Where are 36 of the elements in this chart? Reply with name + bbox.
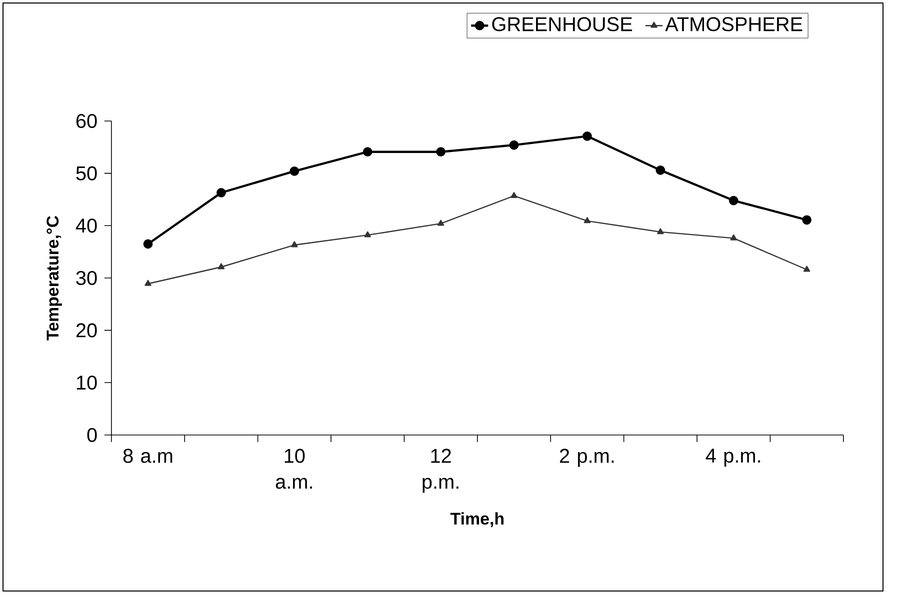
- point: [291, 241, 298, 248]
- x-tick-label: 10 a.m.: [276, 448, 312, 489]
- point: [290, 166, 300, 176]
- y-tick-label: 0: [87, 428, 97, 442]
- point: [802, 215, 812, 225]
- point: [218, 263, 225, 270]
- point: [728, 196, 738, 206]
- x-tick-label: 2 p.m.: [560, 448, 614, 467]
- point: [144, 280, 152, 286]
- point: [584, 217, 591, 224]
- x-tick-label: 4 p.m.: [706, 448, 760, 467]
- y-tick-label: 20: [76, 323, 97, 338]
- point: [510, 192, 518, 198]
- legend-label: ATMOSPHERE: [665, 17, 802, 32]
- point: [362, 147, 372, 157]
- y-tick-label: 50: [76, 166, 97, 180]
- point: [803, 266, 810, 272]
- y-tick-label: 30: [76, 270, 97, 286]
- x-tick-label: 12 p.m.: [422, 448, 458, 493]
- y-tick-label: 10: [76, 376, 97, 390]
- point: [437, 220, 444, 226]
- y-tick-label: 60: [76, 114, 97, 128]
- x-tick-label: 8 a.m: [123, 448, 172, 463]
- point: [509, 140, 519, 150]
- point: [656, 166, 666, 175]
- point: [730, 234, 737, 240]
- point: [436, 147, 446, 157]
- y-tick-label: 40: [76, 218, 97, 233]
- point: [657, 228, 664, 234]
- point: [216, 188, 226, 198]
- point: [364, 231, 371, 238]
- point: [582, 131, 592, 141]
- y-axis-title: Temperature,°C: [46, 216, 62, 340]
- legend-label: GREENHOUSE: [492, 17, 632, 32]
- point: [143, 239, 153, 249]
- x-axis-title: Time,h: [450, 512, 504, 528]
